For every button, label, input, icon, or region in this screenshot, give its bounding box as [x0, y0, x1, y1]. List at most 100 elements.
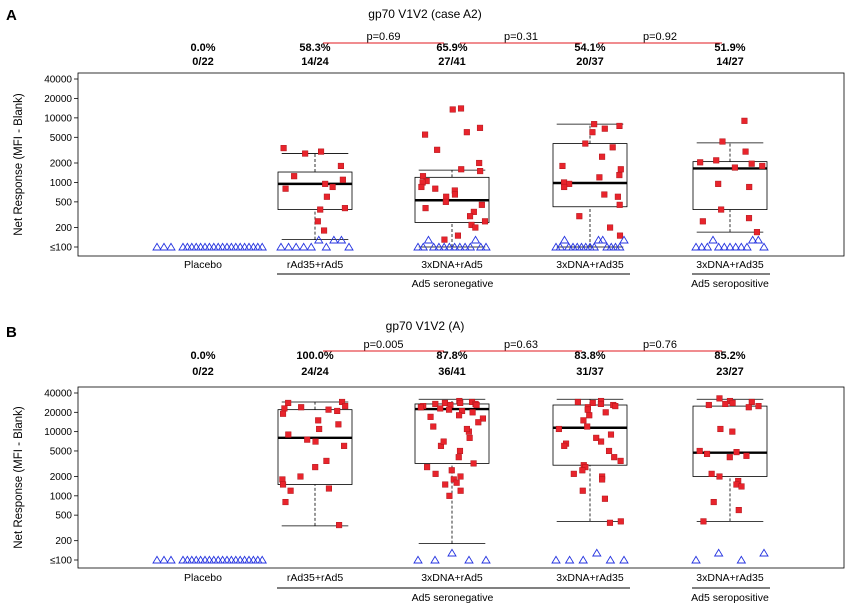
responder-point	[325, 485, 332, 492]
responder-point	[616, 201, 623, 208]
response-percent: 58.3%	[299, 42, 330, 54]
non-responder-point	[152, 555, 162, 564]
responder-point	[282, 185, 289, 192]
box	[692, 161, 768, 210]
responder-point	[442, 198, 449, 205]
responder-point	[279, 410, 287, 417]
responder-point	[738, 483, 745, 490]
non-responder-point	[444, 242, 455, 251]
responder-point	[555, 425, 562, 433]
non-responder-point	[276, 242, 286, 251]
responder-point	[470, 460, 477, 467]
panel-letter: B	[6, 324, 17, 341]
series-points	[413, 105, 491, 251]
responder-point	[733, 449, 740, 456]
pvalue-label: p=0.63	[504, 339, 538, 351]
responder-point	[617, 166, 624, 173]
non-responder-point	[759, 242, 769, 251]
pvalue-label: p=0.69	[367, 31, 401, 43]
response-fraction: 0/22	[192, 56, 213, 68]
responder-point	[279, 481, 287, 488]
responder-point	[448, 467, 455, 474]
non-responder-point	[413, 555, 423, 564]
responder-point	[716, 395, 723, 402]
response-percent: 100.0%	[296, 350, 334, 362]
response-fraction: 23/27	[716, 366, 744, 378]
series-points	[152, 242, 267, 251]
responder-point	[475, 419, 482, 426]
responder-point	[427, 413, 434, 420]
y-tick-label: 20000	[44, 408, 72, 419]
responder-point	[476, 124, 484, 131]
responder-point	[337, 162, 344, 170]
responder-point	[593, 434, 600, 441]
non-responder-point	[313, 235, 324, 244]
non-responder-point	[257, 242, 267, 251]
responder-point	[710, 498, 717, 506]
series-points	[152, 555, 267, 564]
category-label: 3xDNA+rAd35	[556, 572, 624, 584]
responder-point	[589, 399, 596, 406]
response-percent: 54.1%	[574, 42, 605, 54]
non-responder-point	[578, 555, 588, 564]
responder-point	[335, 421, 342, 428]
non-responder-point	[306, 242, 317, 251]
responder-point	[726, 454, 733, 461]
y-tick-label: 1000	[50, 178, 73, 189]
responder-point	[302, 150, 309, 157]
box-plot	[277, 401, 353, 527]
non-responder-point	[159, 242, 169, 251]
non-responder-point	[589, 242, 600, 251]
pvalue-label: p=0.92	[643, 31, 677, 43]
responder-point	[582, 140, 589, 147]
non-responder-point	[736, 555, 747, 564]
non-responder-point	[481, 555, 491, 564]
category-label: Placebo	[184, 572, 222, 584]
responder-point	[561, 442, 568, 449]
responder-point	[297, 473, 304, 480]
series-points	[276, 145, 354, 251]
responder-point	[456, 447, 464, 455]
responder-point	[342, 403, 349, 410]
responder-point	[458, 166, 465, 173]
response-percent: 0.0%	[190, 42, 215, 54]
responder-point	[616, 122, 623, 129]
responder-point	[561, 183, 568, 191]
y-tick-label: 500	[55, 197, 72, 208]
responder-point	[743, 452, 750, 459]
y-tick-label: ≤100	[50, 243, 73, 254]
responder-point	[617, 518, 624, 525]
non-responder-point	[298, 242, 309, 251]
responder-point	[339, 398, 346, 406]
plot-frame	[77, 72, 845, 257]
responder-point	[454, 232, 462, 239]
responder-point	[607, 431, 615, 438]
response-percent: 65.9%	[436, 42, 467, 54]
non-responder-point	[593, 235, 604, 244]
responder-point	[729, 428, 736, 435]
box-plot	[277, 153, 353, 241]
non-responder-point	[564, 555, 575, 564]
category-label: 3xDNA+rAd5	[421, 572, 483, 584]
responder-point	[432, 185, 439, 192]
responder-point	[291, 173, 298, 180]
responder-point	[312, 438, 319, 445]
responder-point	[479, 415, 486, 422]
responder-point	[722, 400, 729, 408]
non-responder-point	[753, 235, 764, 244]
responder-point	[599, 153, 606, 160]
responder-point	[580, 417, 587, 424]
responder-point	[316, 425, 323, 433]
non-responder-point	[257, 555, 267, 564]
responder-point	[719, 138, 726, 145]
non-responder-point	[291, 242, 301, 251]
responder-point	[334, 407, 341, 415]
responder-point	[715, 180, 722, 187]
response-fraction: 31/37	[576, 366, 604, 378]
responder-point	[457, 473, 464, 480]
responder-point	[472, 224, 479, 231]
responder-point	[318, 148, 325, 155]
category-label: 3xDNA+rAd35	[696, 572, 764, 584]
responder-point	[336, 522, 343, 529]
responder-point	[419, 173, 427, 180]
